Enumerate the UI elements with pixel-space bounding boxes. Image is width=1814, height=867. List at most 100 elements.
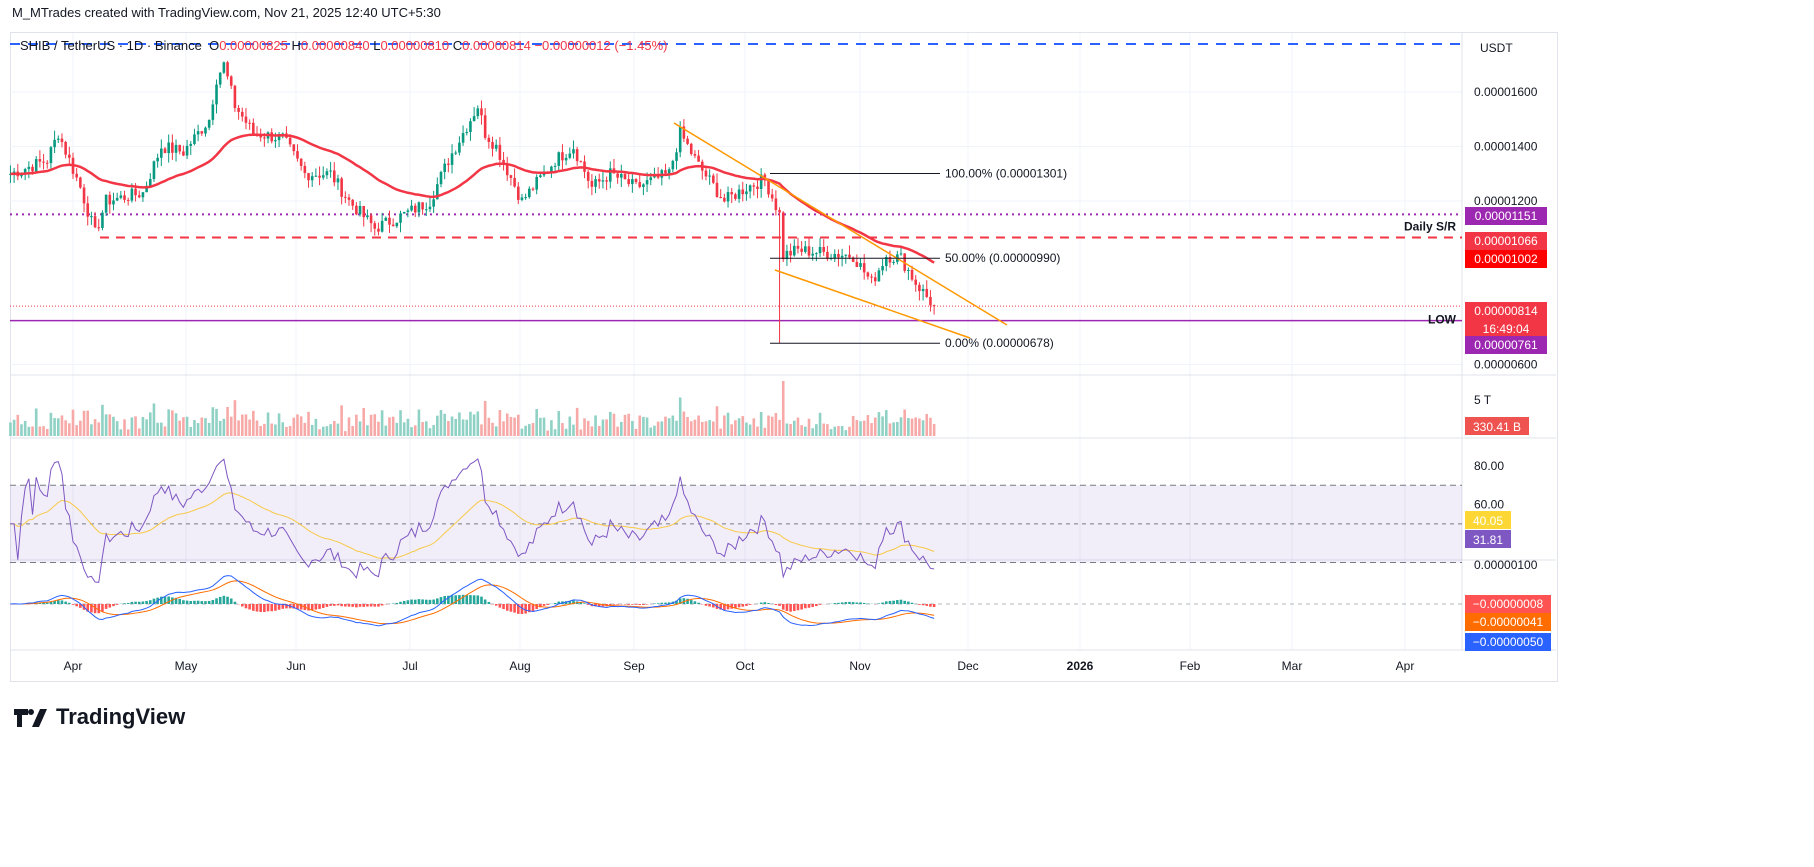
candle-body <box>218 72 222 85</box>
macd-histogram-bar <box>211 599 215 604</box>
volume-bar <box>734 420 737 436</box>
volume-bar <box>82 410 86 436</box>
volume-bar <box>171 410 174 436</box>
macd-histogram-bar <box>53 600 56 604</box>
volume-bar <box>424 421 428 436</box>
price-chart[interactable]: Apr May Jun Jul Aug Sep Oct Nov Dec 2026 Feb Mar Apr… <box>0 0 1814 690</box>
volume-bar <box>222 418 226 436</box>
candle-body <box>373 223 377 229</box>
macd-histogram-bar <box>413 599 417 604</box>
candle-body <box>899 253 903 255</box>
volume-bar <box>130 417 134 436</box>
candle-body <box>443 163 446 172</box>
candle-body <box>469 121 472 133</box>
volume-bar <box>472 414 476 436</box>
candle-body <box>645 180 649 185</box>
volume-bar <box>439 410 443 436</box>
volume-bar <box>244 414 248 436</box>
macd-histogram-bar <box>656 603 660 604</box>
candle-body <box>406 210 410 212</box>
macd-histogram-bar <box>141 601 145 604</box>
volume-bar <box>369 414 373 436</box>
candle-body <box>351 199 354 206</box>
candle-body <box>189 143 193 146</box>
volume-bar <box>826 424 829 436</box>
high-label: H <box>291 38 301 53</box>
volume-bar <box>675 420 678 436</box>
candle-body <box>97 227 101 229</box>
macd-histogram-bar <box>64 601 67 604</box>
candle-body <box>461 133 465 143</box>
volume-bar <box>355 414 358 436</box>
volume-bar <box>318 429 321 436</box>
volume-bar <box>450 416 454 436</box>
volume-bar <box>829 429 833 436</box>
macd-histogram-bar <box>877 603 881 604</box>
volume-bar <box>553 429 557 436</box>
candle-body <box>516 186 520 200</box>
macd-histogram-bar <box>406 600 410 604</box>
macd-histogram-bar <box>314 604 318 610</box>
candle-body <box>697 155 700 162</box>
candle-body <box>296 151 299 159</box>
macd-histogram-bar <box>862 602 866 604</box>
candle-body <box>682 126 686 139</box>
volume-bar <box>443 413 446 436</box>
macd-histogram-bar <box>450 595 454 604</box>
candle-body <box>671 160 675 170</box>
candle-body <box>667 169 671 174</box>
volume-bar <box>218 420 222 436</box>
candle-body <box>509 175 513 178</box>
volume-bar <box>336 423 340 436</box>
candle-body <box>774 198 778 211</box>
volume-bar <box>774 412 778 436</box>
volume-bar <box>185 416 189 436</box>
macd-histogram-bar <box>366 604 369 607</box>
candle-body <box>465 132 469 134</box>
tradingview-logo[interactable]: TradingView <box>14 704 185 730</box>
candle-body <box>399 213 402 223</box>
candle-body <box>789 250 792 256</box>
candle-body <box>391 224 395 227</box>
candle-body <box>90 216 93 218</box>
volume-bar <box>807 418 811 436</box>
volume-bar <box>380 410 384 436</box>
macd-histogram-bar <box>597 604 601 607</box>
volume-bar <box>108 414 112 436</box>
macd-histogram-bar <box>160 596 163 604</box>
candle-body <box>178 144 182 152</box>
macd-histogram-bar <box>274 604 277 611</box>
volume-bar <box>27 426 31 436</box>
candle-body <box>362 205 366 218</box>
candle-body <box>483 115 487 138</box>
macd-histogram-bar <box>932 604 936 608</box>
macd-histogram-bar <box>697 602 700 604</box>
macd-histogram-bar <box>115 604 119 605</box>
macd-histogram-bar <box>594 604 597 607</box>
candle-body <box>726 192 730 202</box>
volume-bar <box>899 417 903 436</box>
candle-body <box>907 269 910 271</box>
volume-bar <box>918 418 921 436</box>
candle-body <box>137 195 141 198</box>
candle-body <box>119 195 123 198</box>
macd-line <box>10 575 935 627</box>
macd-histogram-bar <box>583 603 586 604</box>
macd-histogram-bar <box>759 602 763 604</box>
candle-body <box>472 116 476 122</box>
macd-histogram-bar <box>362 604 366 607</box>
candle-body <box>553 165 557 167</box>
volume-bar <box>656 421 660 436</box>
macd-histogram-bar <box>693 601 697 604</box>
symbol-name[interactable]: SHIB / TetherUS · 1D · Binance <box>20 38 202 53</box>
candle-body <box>174 144 178 153</box>
candle-body <box>447 163 450 165</box>
high-value: 0.00000840 <box>300 38 370 53</box>
volume-bar <box>870 423 873 436</box>
candle-body <box>586 171 590 181</box>
macd-histogram-bar <box>432 599 435 604</box>
macd-histogram-bar <box>553 602 557 604</box>
volume-bar <box>134 416 137 436</box>
volume-bar <box>712 421 715 436</box>
candle-body <box>826 251 829 259</box>
